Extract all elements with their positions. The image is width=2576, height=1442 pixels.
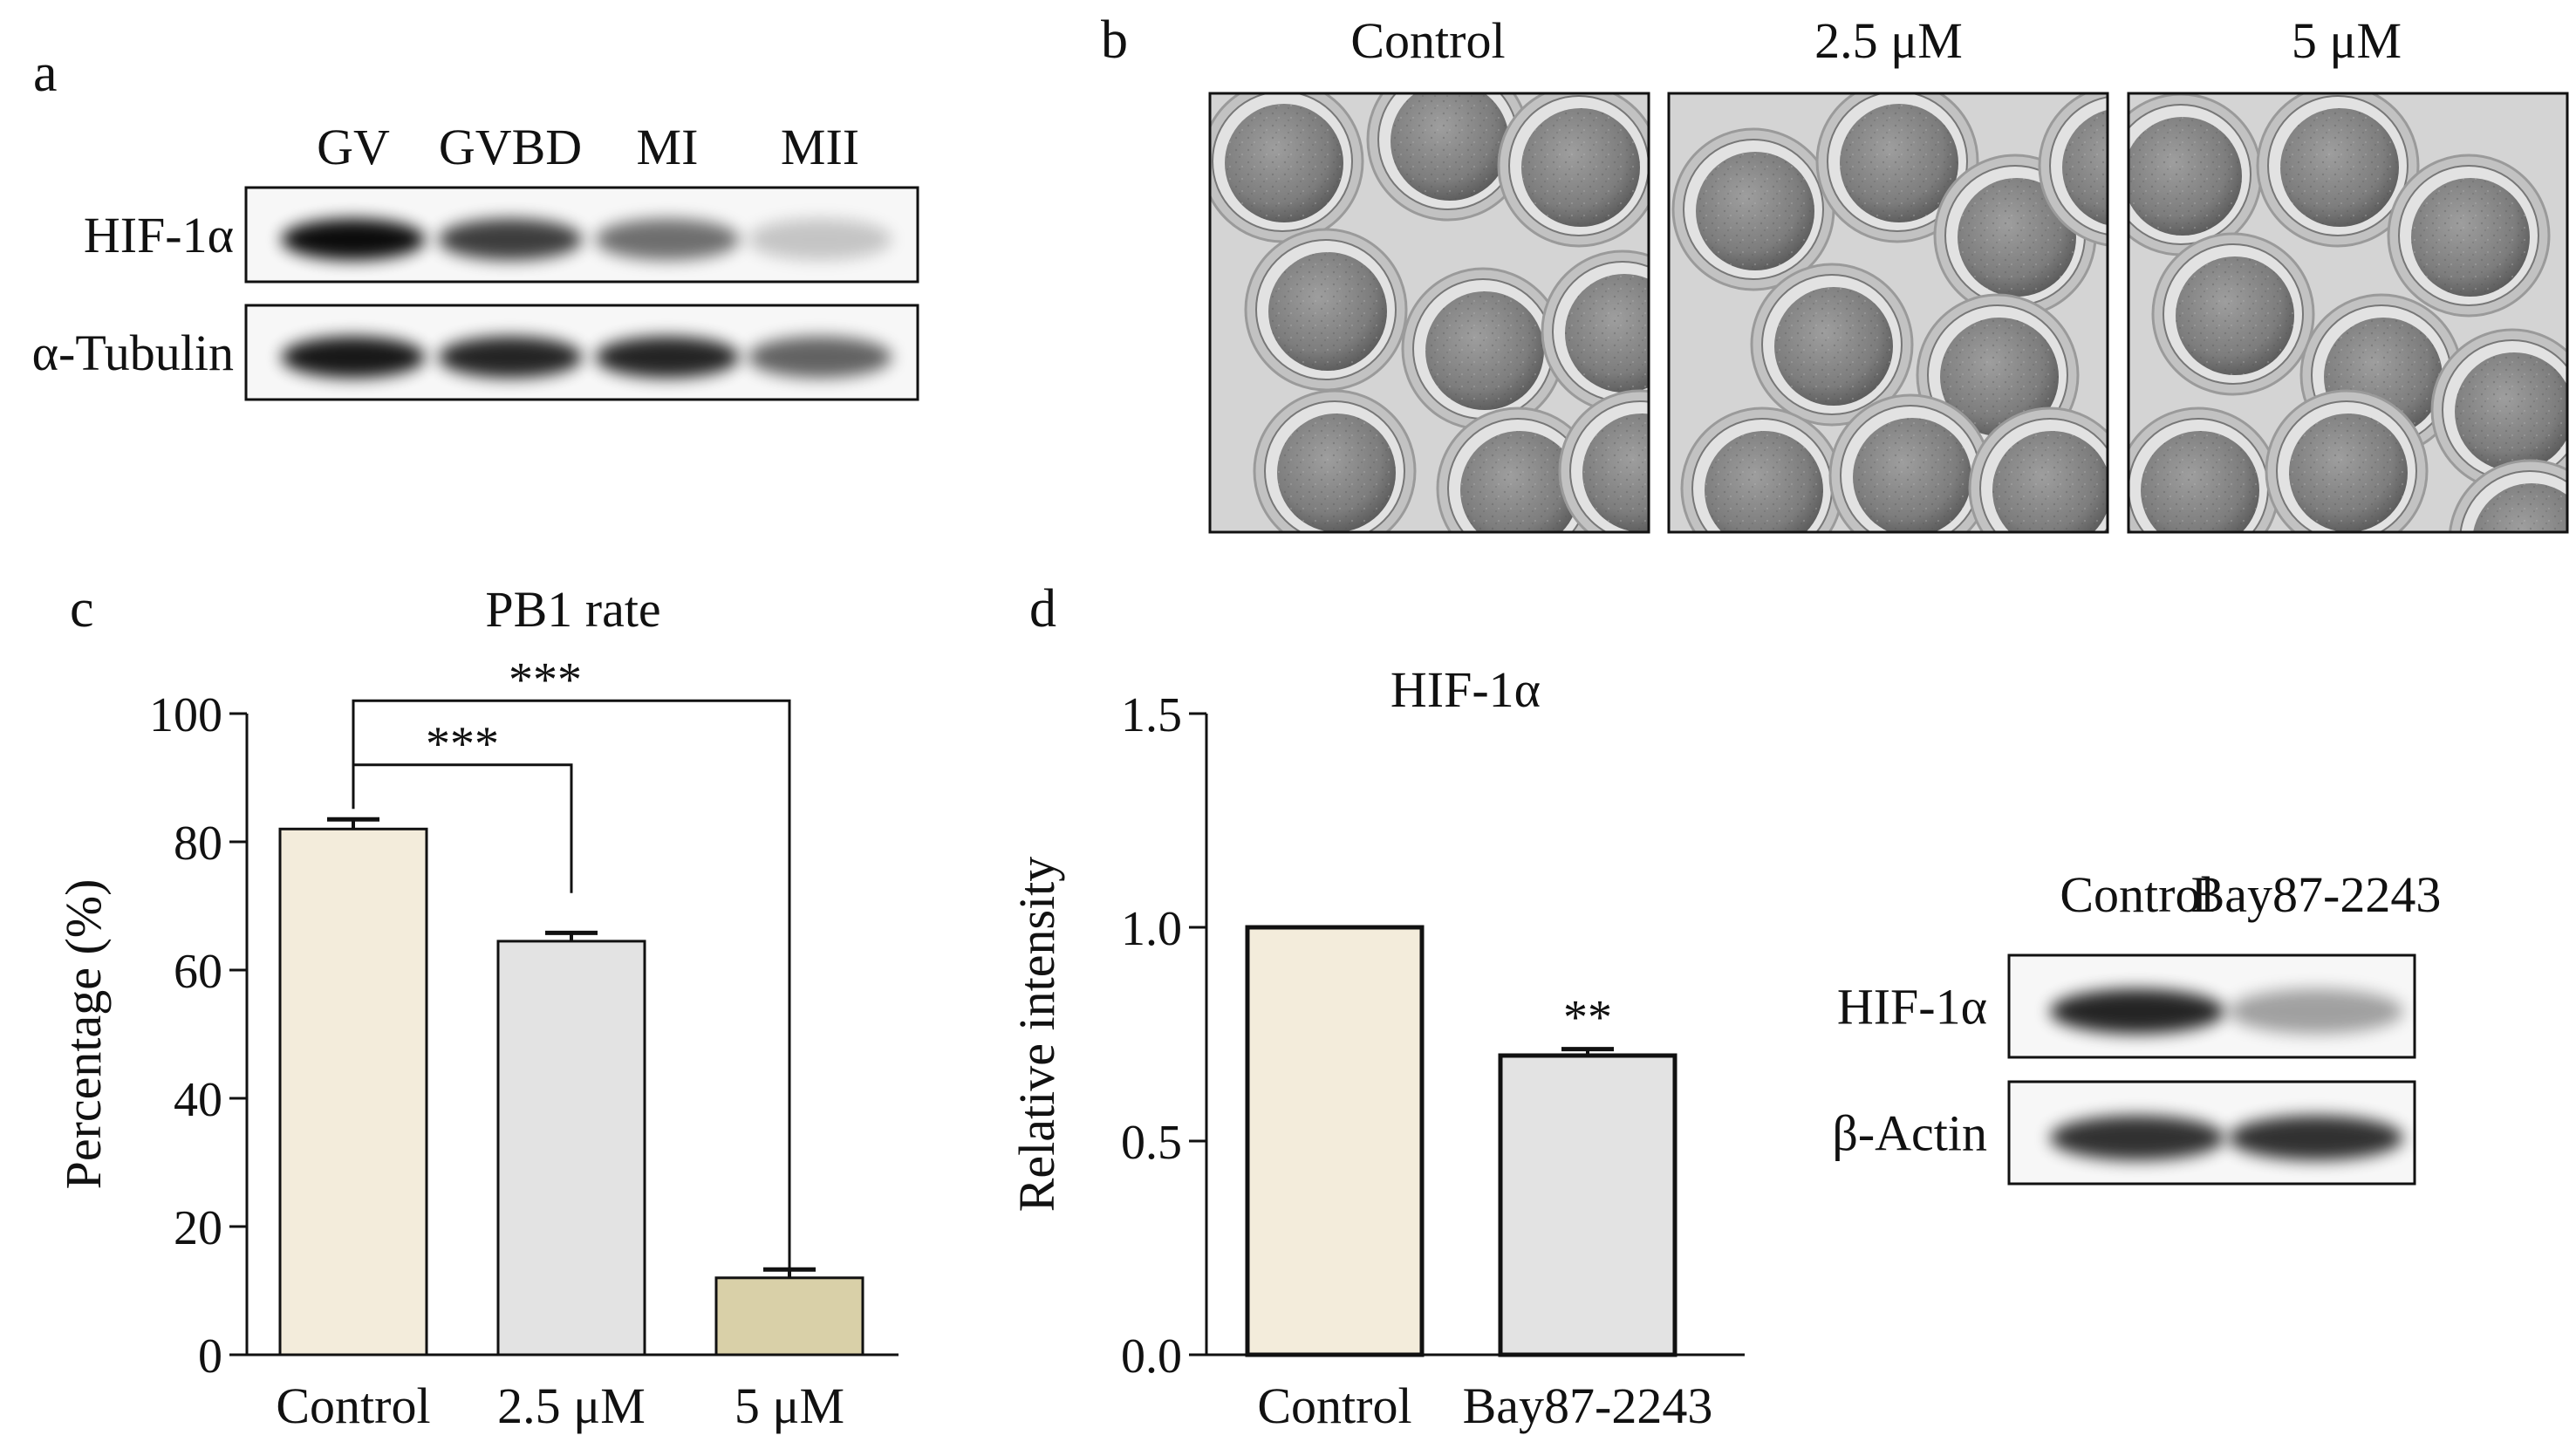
panel-a-band-1-2 <box>595 336 740 379</box>
panel-d-y-tick-label-3: 1.5 <box>1121 688 1182 742</box>
panel-c-bar-0 <box>278 827 428 1357</box>
panel-b-oocyte-0-8 <box>1558 389 1649 532</box>
panel-d-blot-band-1-0 <box>2050 1115 2224 1161</box>
panel-d-bar-1 <box>1498 1053 1677 1357</box>
panel-a-band-0-2 <box>595 218 740 261</box>
panel-d: d HIF-1α 0.0 0.5 1.0 1.5 Relative intensity Co… <box>1008 579 2441 1434</box>
panel-b-oocyte-2-7 <box>2265 389 2429 532</box>
panel-b-condition-label-0: Control <box>1350 12 1505 69</box>
panel-a-western-blot: a GV GVBD MI MII HIF-1α α-Tubulin <box>32 44 919 401</box>
panel-b-oocyte-1-5 <box>1680 407 1844 532</box>
panel-d-blot-lane-label-0: Control <box>2060 866 2214 923</box>
panel-a-band-0-3 <box>748 218 892 261</box>
panel-a-band-0-0 <box>281 218 426 261</box>
panel-a-row-label-1: α-Tubulin <box>32 325 234 381</box>
panel-b-oocyte-0-1 <box>1366 93 1530 222</box>
panel-d-y-label: Relative intensity <box>1008 857 1065 1213</box>
panel-b-micrograph-1 <box>1669 93 2108 532</box>
panel-d-blot-band-0-0 <box>2050 988 2224 1035</box>
panel-c-y-label: Percentage (%) <box>55 879 112 1190</box>
panel-b-oocyte-2-5 <box>2430 328 2567 492</box>
panel-c-significance-mark-0: *** <box>426 717 499 771</box>
panel-c-y-tick-label-2: 40 <box>174 1073 222 1127</box>
panel-b-oocyte-1-0 <box>1671 127 1835 291</box>
panel-b-oocyte-0-4 <box>1401 267 1565 431</box>
panel-b-label: b <box>1101 10 1128 70</box>
panel-b-micrograph-2 <box>2128 93 2567 532</box>
panel-b-oocyte-2-2 <box>2387 154 2551 318</box>
panel-b-oocyte-1-1 <box>1815 93 1979 243</box>
panel-b-oocyte-2-8 <box>2449 459 2567 532</box>
panel-b-oocyte-1-3 <box>1750 263 1914 427</box>
panel-b-micrograph-0 <box>1210 93 1649 532</box>
panel-c-x-tick-label-2: 5 μM <box>735 1377 844 1434</box>
panel-b-oocyte-1-4 <box>1916 293 2080 457</box>
panel-c-significance-mark-1: *** <box>509 653 582 707</box>
panel-d-y-tick-label-2: 1.0 <box>1121 902 1182 956</box>
panel-b-oocyte-1-7 <box>1968 407 2108 532</box>
panel-d-x-tick-label-1: Bay87-2243 <box>1463 1377 1713 1434</box>
panel-c-bar-1 <box>496 940 646 1357</box>
panel-d-x-tick-label-0: Control <box>1257 1377 1411 1434</box>
panel-b-oocyte-2-3 <box>2151 232 2315 396</box>
panel-d-bar-0 <box>1245 925 1425 1357</box>
panel-c-label: c <box>70 579 94 639</box>
panel-d-blot-row-label-1: β-Actin <box>1832 1105 1987 1162</box>
panel-a-row-label-0: HIF-1α <box>84 207 234 263</box>
panel-a-lane-label-1: GVBD <box>439 119 582 175</box>
panel-d-significance-mark-0: ** <box>1563 991 1612 1045</box>
panel-c-chart: c PB1 rate 0 20 40 60 80 100 Percentage (%) Cont… <box>55 579 899 1434</box>
panel-c-y-tick-label-1: 20 <box>174 1201 222 1255</box>
panel-d-y-tick-label-0: 0.0 <box>1121 1329 1182 1384</box>
panel-b-oocyte-2-1 <box>2256 93 2420 248</box>
panel-b-oocyte-0-2 <box>1497 93 1649 248</box>
panel-a-band-1-0 <box>281 336 426 379</box>
panel-b-oocyte-images: b Control 2.5 μM 5 μM <box>1101 10 2569 534</box>
panel-a-band-0-1 <box>438 218 583 261</box>
panel-b-oocyte-0-6 <box>1253 389 1417 532</box>
panel-b-oocyte-0-5 <box>1541 249 1649 413</box>
panel-b-frame-2 <box>2127 92 2569 534</box>
panel-b-oocyte-0-3 <box>1244 228 1408 392</box>
panel-a-lane-label-2: MI <box>637 119 699 175</box>
panel-a-lane-label-3: MII <box>781 119 859 175</box>
panel-a-lane-label-0: GV <box>317 119 390 175</box>
panel-c-significance-bracket-1 <box>352 699 791 1268</box>
panel-c-x-tick-label-1: 2.5 μM <box>497 1377 646 1434</box>
panel-b-frame-0 <box>1208 92 1650 534</box>
panel-b-oocyte-1-8 <box>2038 93 2108 247</box>
panel-b-oocyte-0-0 <box>1210 93 1364 243</box>
panel-d-y-tick-label-1: 0.5 <box>1121 1116 1182 1170</box>
panel-c-title: PB1 rate <box>485 581 660 638</box>
panel-c-y-tick-label-4: 80 <box>174 817 222 871</box>
panel-d-blot-row-label-0: HIF-1α <box>1837 979 1987 1035</box>
panel-a-band-1-1 <box>438 336 583 379</box>
panel-c-x-tick-label-0: Control <box>276 1377 430 1434</box>
panel-d-blot-band-1-1 <box>2229 1115 2403 1161</box>
panel-b-oocyte-0-7 <box>1436 407 1600 532</box>
panel-a-label: a <box>33 44 58 103</box>
panel-d-title: HIF-1α <box>1390 661 1541 718</box>
panel-d-label: d <box>1029 579 1056 639</box>
panel-a-band-1-3 <box>748 336 892 379</box>
panel-b-oocyte-2-6 <box>2128 407 2280 532</box>
panel-b-condition-label-1: 2.5 μM <box>1814 12 1963 69</box>
panel-c-bar-2 <box>714 1276 864 1357</box>
panel-b-condition-label-2: 5 μM <box>2292 12 2402 69</box>
panel-b-oocyte-2-0 <box>2128 93 2263 256</box>
panel-c-y-tick-label-5: 100 <box>149 688 222 742</box>
panel-b-frame-1 <box>1667 92 2109 534</box>
panel-c-significance-bracket-0 <box>352 763 573 893</box>
panel-c-y-tick-label-3: 60 <box>174 945 222 999</box>
panel-d-blot-lane-label-1: Bay87-2243 <box>2191 866 2442 923</box>
panel-c-y-tick-label-0: 0 <box>198 1329 222 1384</box>
panel-d-blot-band-0-1 <box>2229 988 2403 1035</box>
